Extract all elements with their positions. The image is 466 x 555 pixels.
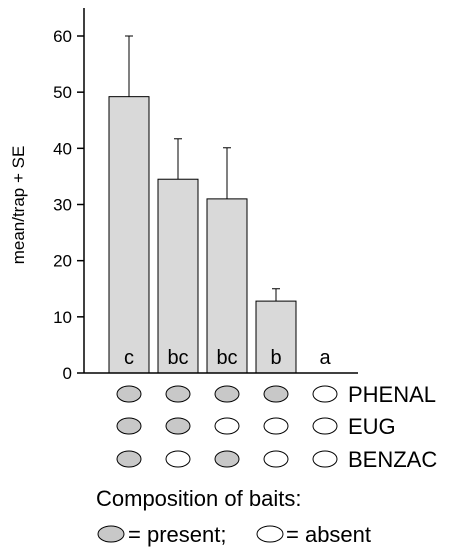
bait-row-label: EUG [348,414,396,439]
y-tick-label: 40 [53,139,72,158]
y-tick-label: 20 [53,252,72,271]
present-legend-label: = present; [128,522,226,547]
significance-letter: bc [167,347,188,369]
bar [108,96,150,374]
bar [157,178,199,374]
absent-marker [312,417,338,435]
present-marker [263,385,289,403]
y-tick-label: 0 [63,364,72,383]
absent-marker [263,450,289,468]
y-axis: 0 10 20 30 40 50 60 [53,8,358,383]
present-marker [214,450,240,468]
y-tick-label: 60 [53,27,72,46]
absent-marker [312,450,338,468]
bar [255,300,297,374]
present-marker [214,385,240,403]
bars-layer [108,96,297,374]
absent-marker [214,417,240,435]
significance-letter: c [124,347,134,369]
bar [206,198,248,374]
category-labels: c bc bc b a [124,347,331,369]
significance-letter: a [319,347,331,369]
composition-matrix: PHENAL EUG BENZAC [116,382,437,472]
absent-legend-label: = absent [286,522,371,547]
significance-letter: bc [216,347,237,369]
significance-letter: b [270,347,281,369]
present-marker [116,417,142,435]
present-marker [165,385,191,403]
absent-marker [263,417,289,435]
absent-marker [312,385,338,403]
y-tick-label: 50 [53,83,72,102]
bait-row-label: PHENAL [348,382,436,407]
present-legend-swatch [97,525,125,543]
y-axis-label: mean/trap + SE [9,146,28,265]
error-bars-layer [125,35,280,302]
bait-row-label: BENZAC [348,447,437,472]
legend-title: Composition of baits: [96,486,301,511]
y-tick-label: 10 [53,308,72,327]
absent-marker [165,450,191,468]
present-marker [165,417,191,435]
y-tick-label: 30 [53,196,72,215]
present-marker [116,385,142,403]
present-marker [116,450,142,468]
absent-legend-swatch [256,525,284,543]
